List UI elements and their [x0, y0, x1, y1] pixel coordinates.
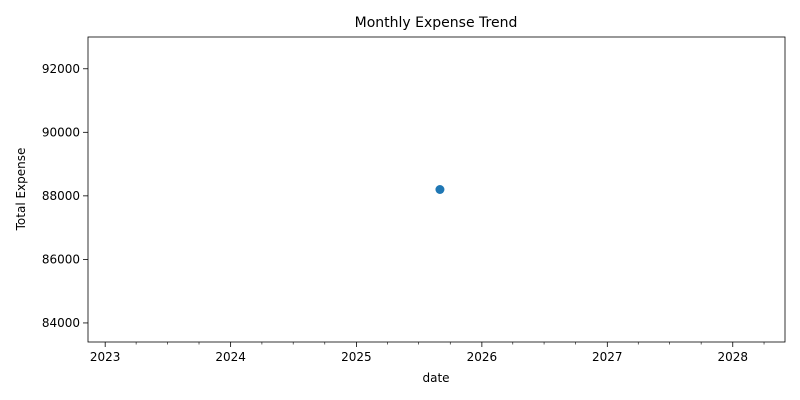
plot-area: [87, 36, 786, 343]
y-tick-label: 92000: [42, 62, 80, 76]
chart-title: Monthly Expense Trend: [355, 15, 518, 31]
y-tick-label: 84000: [42, 316, 80, 330]
x-tick-label: 2026: [467, 350, 498, 364]
x-tick-label: 2024: [215, 350, 246, 364]
x-tick-label: 2028: [717, 350, 748, 364]
y-tick-label: 86000: [42, 252, 80, 266]
x-tick-label: 2025: [341, 350, 372, 364]
data-point: [435, 185, 445, 194]
y-tick-label: 88000: [42, 189, 80, 203]
y-axis-label: Total Expense: [14, 148, 28, 232]
x-tick-label: 2027: [592, 350, 623, 364]
x-axis-label: date: [422, 371, 449, 385]
y-tick-label: 90000: [42, 125, 80, 139]
y-axis: 84000 86000 88000 90000 92000: [42, 62, 88, 330]
series-layer: [435, 185, 445, 194]
x-axis: 2023 2024 2025 2026 2027 2028: [90, 342, 765, 364]
x-tick-label: 2023: [90, 350, 121, 364]
